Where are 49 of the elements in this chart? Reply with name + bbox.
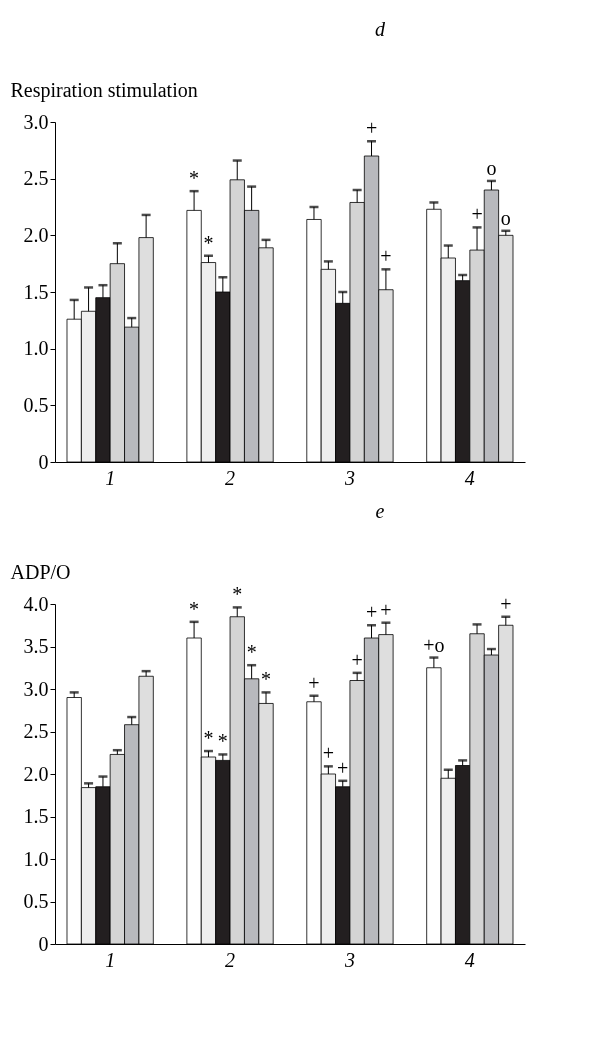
data-label: * <box>232 583 243 606</box>
data-label: + <box>500 592 512 615</box>
y-tick-label: 0 <box>38 932 49 955</box>
data-label: +o <box>423 633 445 656</box>
data-label: * <box>203 231 214 254</box>
data-label: + <box>380 245 392 268</box>
data-label: + <box>380 598 392 621</box>
y-tick-label: 2.5 <box>23 720 49 742</box>
y-tick-label: 1.0 <box>23 337 49 360</box>
y-tick-label: 1.5 <box>23 805 49 827</box>
x-tick-label: 2 <box>225 466 236 489</box>
y-tick-label: 1.5 <box>23 280 49 303</box>
data-label: * <box>217 730 228 753</box>
data-label: + <box>308 671 320 694</box>
y-tick-label: 1.0 <box>23 847 49 870</box>
y-tick-label: 0.5 <box>23 393 49 416</box>
y-tick-label: 3.0 <box>23 110 49 133</box>
x-tick-label: 1 <box>105 466 116 489</box>
y-tick-label: 0.5 <box>23 890 49 912</box>
data-label: + <box>351 648 363 671</box>
data-label: o <box>486 156 497 179</box>
y-axis-title: Respiration stimulation <box>10 78 198 102</box>
data-label: o <box>500 206 511 229</box>
y-tick-label: 0 <box>38 450 49 473</box>
y-tick-label: 3.0 <box>23 677 49 700</box>
y-tick-label: 2.5 <box>23 167 49 190</box>
chart-title: e <box>375 500 385 522</box>
data-label: + <box>471 203 483 226</box>
x-tick-label: 3 <box>343 948 355 971</box>
data-label: * <box>261 668 272 691</box>
data-label: * <box>246 641 257 664</box>
chart-title: d <box>375 18 386 40</box>
data-label: + <box>365 117 378 140</box>
y-tick-label: 2.0 <box>23 762 49 785</box>
y-tick-label: 4.0 <box>23 592 49 615</box>
data-label: + <box>337 756 349 779</box>
x-tick-label: 1 <box>105 948 116 971</box>
x-tick-label: 4 <box>464 466 475 489</box>
y-axis-title: ADP/O <box>10 560 71 583</box>
data-label: + <box>365 601 378 624</box>
y-tick-label: 3.5 <box>23 635 49 657</box>
data-label: * <box>189 167 200 190</box>
data-label: * <box>203 727 214 750</box>
y-tick-label: 2.0 <box>23 223 49 246</box>
x-tick-label: 2 <box>225 948 236 971</box>
data-label: + <box>322 742 335 765</box>
x-tick-label: 4 <box>464 948 475 971</box>
data-label: * <box>189 597 200 620</box>
x-tick-label: 3 <box>343 466 355 489</box>
